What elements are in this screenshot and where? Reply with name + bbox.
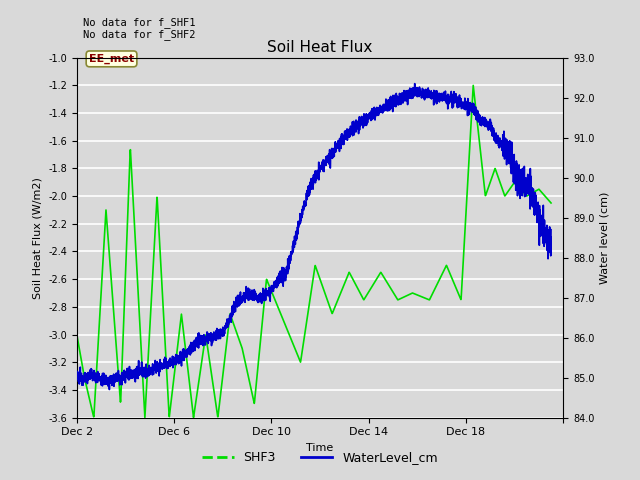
Y-axis label: Soil Heat Flux (W/m2): Soil Heat Flux (W/m2): [33, 177, 42, 299]
Text: No data for f_SHF1: No data for f_SHF1: [83, 17, 196, 28]
Legend: SHF3, WaterLevel_cm: SHF3, WaterLevel_cm: [197, 446, 443, 469]
Text: No data for f_SHF2: No data for f_SHF2: [83, 29, 196, 40]
X-axis label: Time: Time: [307, 443, 333, 453]
Y-axis label: Water level (cm): Water level (cm): [600, 192, 610, 284]
Title: Soil Heat Flux: Soil Heat Flux: [268, 40, 372, 55]
Text: EE_met: EE_met: [89, 54, 134, 64]
